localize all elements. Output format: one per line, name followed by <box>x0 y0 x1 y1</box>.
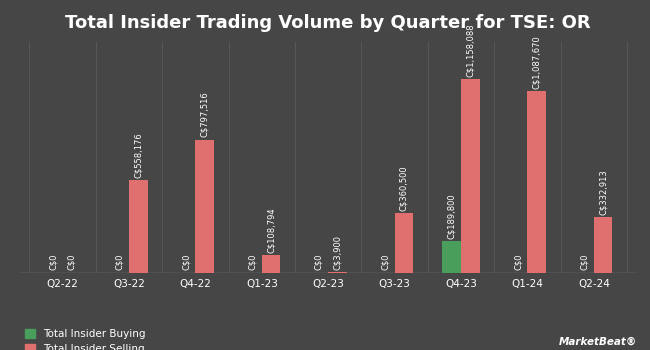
Bar <box>129 180 148 273</box>
Text: C$360,500: C$360,500 <box>400 165 408 211</box>
Text: C$1,158,088: C$1,158,088 <box>466 23 475 77</box>
Text: C$0: C$0 <box>181 254 190 271</box>
Text: C$0: C$0 <box>68 254 77 271</box>
Title: Total Insider Trading Volume by Quarter for TSE: OR: Total Insider Trading Volume by Quarter … <box>66 14 591 32</box>
Text: C$0: C$0 <box>49 254 58 271</box>
Bar <box>443 241 461 273</box>
Text: C$0: C$0 <box>248 254 257 271</box>
Text: C$0: C$0 <box>514 254 523 271</box>
Text: C$3,900: C$3,900 <box>333 235 342 270</box>
Text: C$0: C$0 <box>381 254 390 271</box>
Text: C$0: C$0 <box>315 254 324 271</box>
Bar <box>196 140 214 273</box>
Bar <box>461 79 480 273</box>
Legend: Total Insider Buying, Total Insider Selling: Total Insider Buying, Total Insider Sell… <box>25 329 146 350</box>
Bar <box>328 272 347 273</box>
Bar <box>594 217 612 273</box>
Text: C$0: C$0 <box>115 254 124 271</box>
Text: C$797,516: C$797,516 <box>200 92 209 138</box>
Text: C$189,800: C$189,800 <box>447 194 456 239</box>
Text: C$332,913: C$332,913 <box>599 169 608 215</box>
Bar <box>262 255 280 273</box>
Text: MarketBeat®: MarketBeat® <box>559 336 637 346</box>
Bar <box>395 213 413 273</box>
Text: C$108,794: C$108,794 <box>266 207 276 253</box>
Text: C$558,176: C$558,176 <box>134 132 143 177</box>
Text: C$0: C$0 <box>580 254 589 271</box>
Text: C$1,087,670: C$1,087,670 <box>532 35 541 89</box>
Bar <box>527 91 546 273</box>
